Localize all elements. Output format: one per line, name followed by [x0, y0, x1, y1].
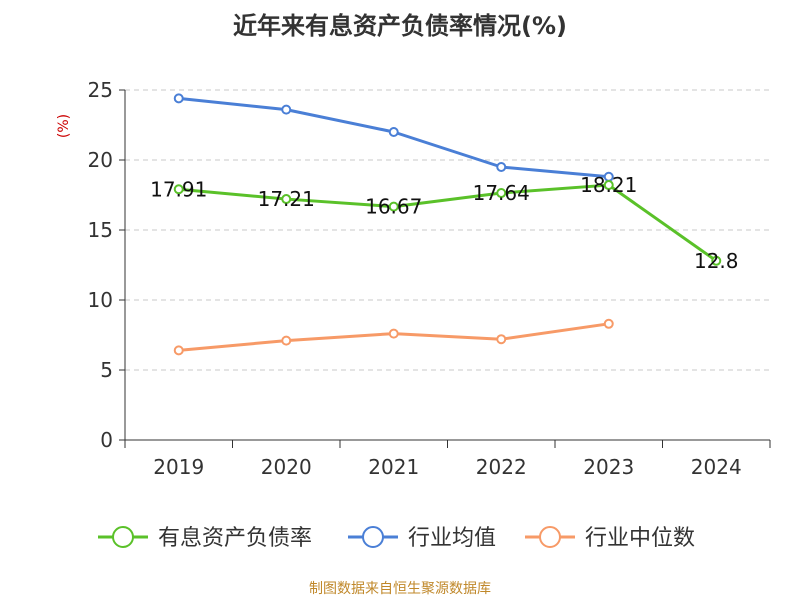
data-point — [603, 180, 614, 191]
y-tick-label: 0 — [100, 428, 113, 452]
data-label: 12.8 — [694, 249, 739, 273]
data-point — [388, 328, 399, 339]
legend-marker — [362, 526, 384, 548]
series-line — [178, 183, 718, 263]
data-point — [711, 255, 722, 266]
data-point — [173, 345, 184, 356]
data-point — [496, 334, 507, 345]
data-point — [388, 127, 399, 137]
y-tick-label: 10 — [88, 288, 113, 312]
y-tick-label: 25 — [88, 78, 113, 102]
data-point — [281, 104, 292, 115]
data-point — [496, 188, 507, 199]
data-point — [173, 93, 184, 104]
data-label: 17.91 — [150, 177, 207, 201]
data-label: 18.21 — [580, 173, 637, 197]
x-tick-label: 2022 — [476, 455, 527, 479]
y-tick-label: 15 — [88, 218, 113, 242]
y-axis-label: (%) — [56, 114, 72, 138]
data-point — [603, 318, 614, 329]
data-point — [281, 335, 292, 346]
legend-marker — [112, 526, 134, 548]
legend-label: 有息资产负债率 — [158, 526, 312, 551]
data-label: 17.21 — [258, 187, 315, 211]
x-tick-label: 2021 — [368, 455, 419, 479]
legend-label: 行业中位数 — [585, 526, 695, 551]
series-line — [178, 96, 609, 179]
x-tick-label: 2019 — [153, 455, 204, 479]
chart-title: 近年来有息资产负债率情况(%) — [233, 12, 567, 40]
data-point — [388, 201, 399, 212]
source-note: 制图数据来自恒生聚源数据库 — [309, 581, 491, 597]
x-tick-label: 2020 — [261, 455, 312, 479]
x-tick-label: 2023 — [583, 455, 634, 479]
data-label: 17.64 — [473, 181, 530, 205]
legend-marker — [539, 526, 561, 548]
data-point — [173, 184, 184, 195]
data-point — [281, 194, 292, 205]
data-label: 16.67 — [365, 195, 422, 219]
y-tick-label: 5 — [100, 358, 113, 382]
y-tick-label: 20 — [88, 148, 113, 172]
data-point — [496, 162, 507, 172]
x-tick-label: 2024 — [691, 455, 742, 479]
legend-label: 行业均值 — [408, 526, 496, 551]
